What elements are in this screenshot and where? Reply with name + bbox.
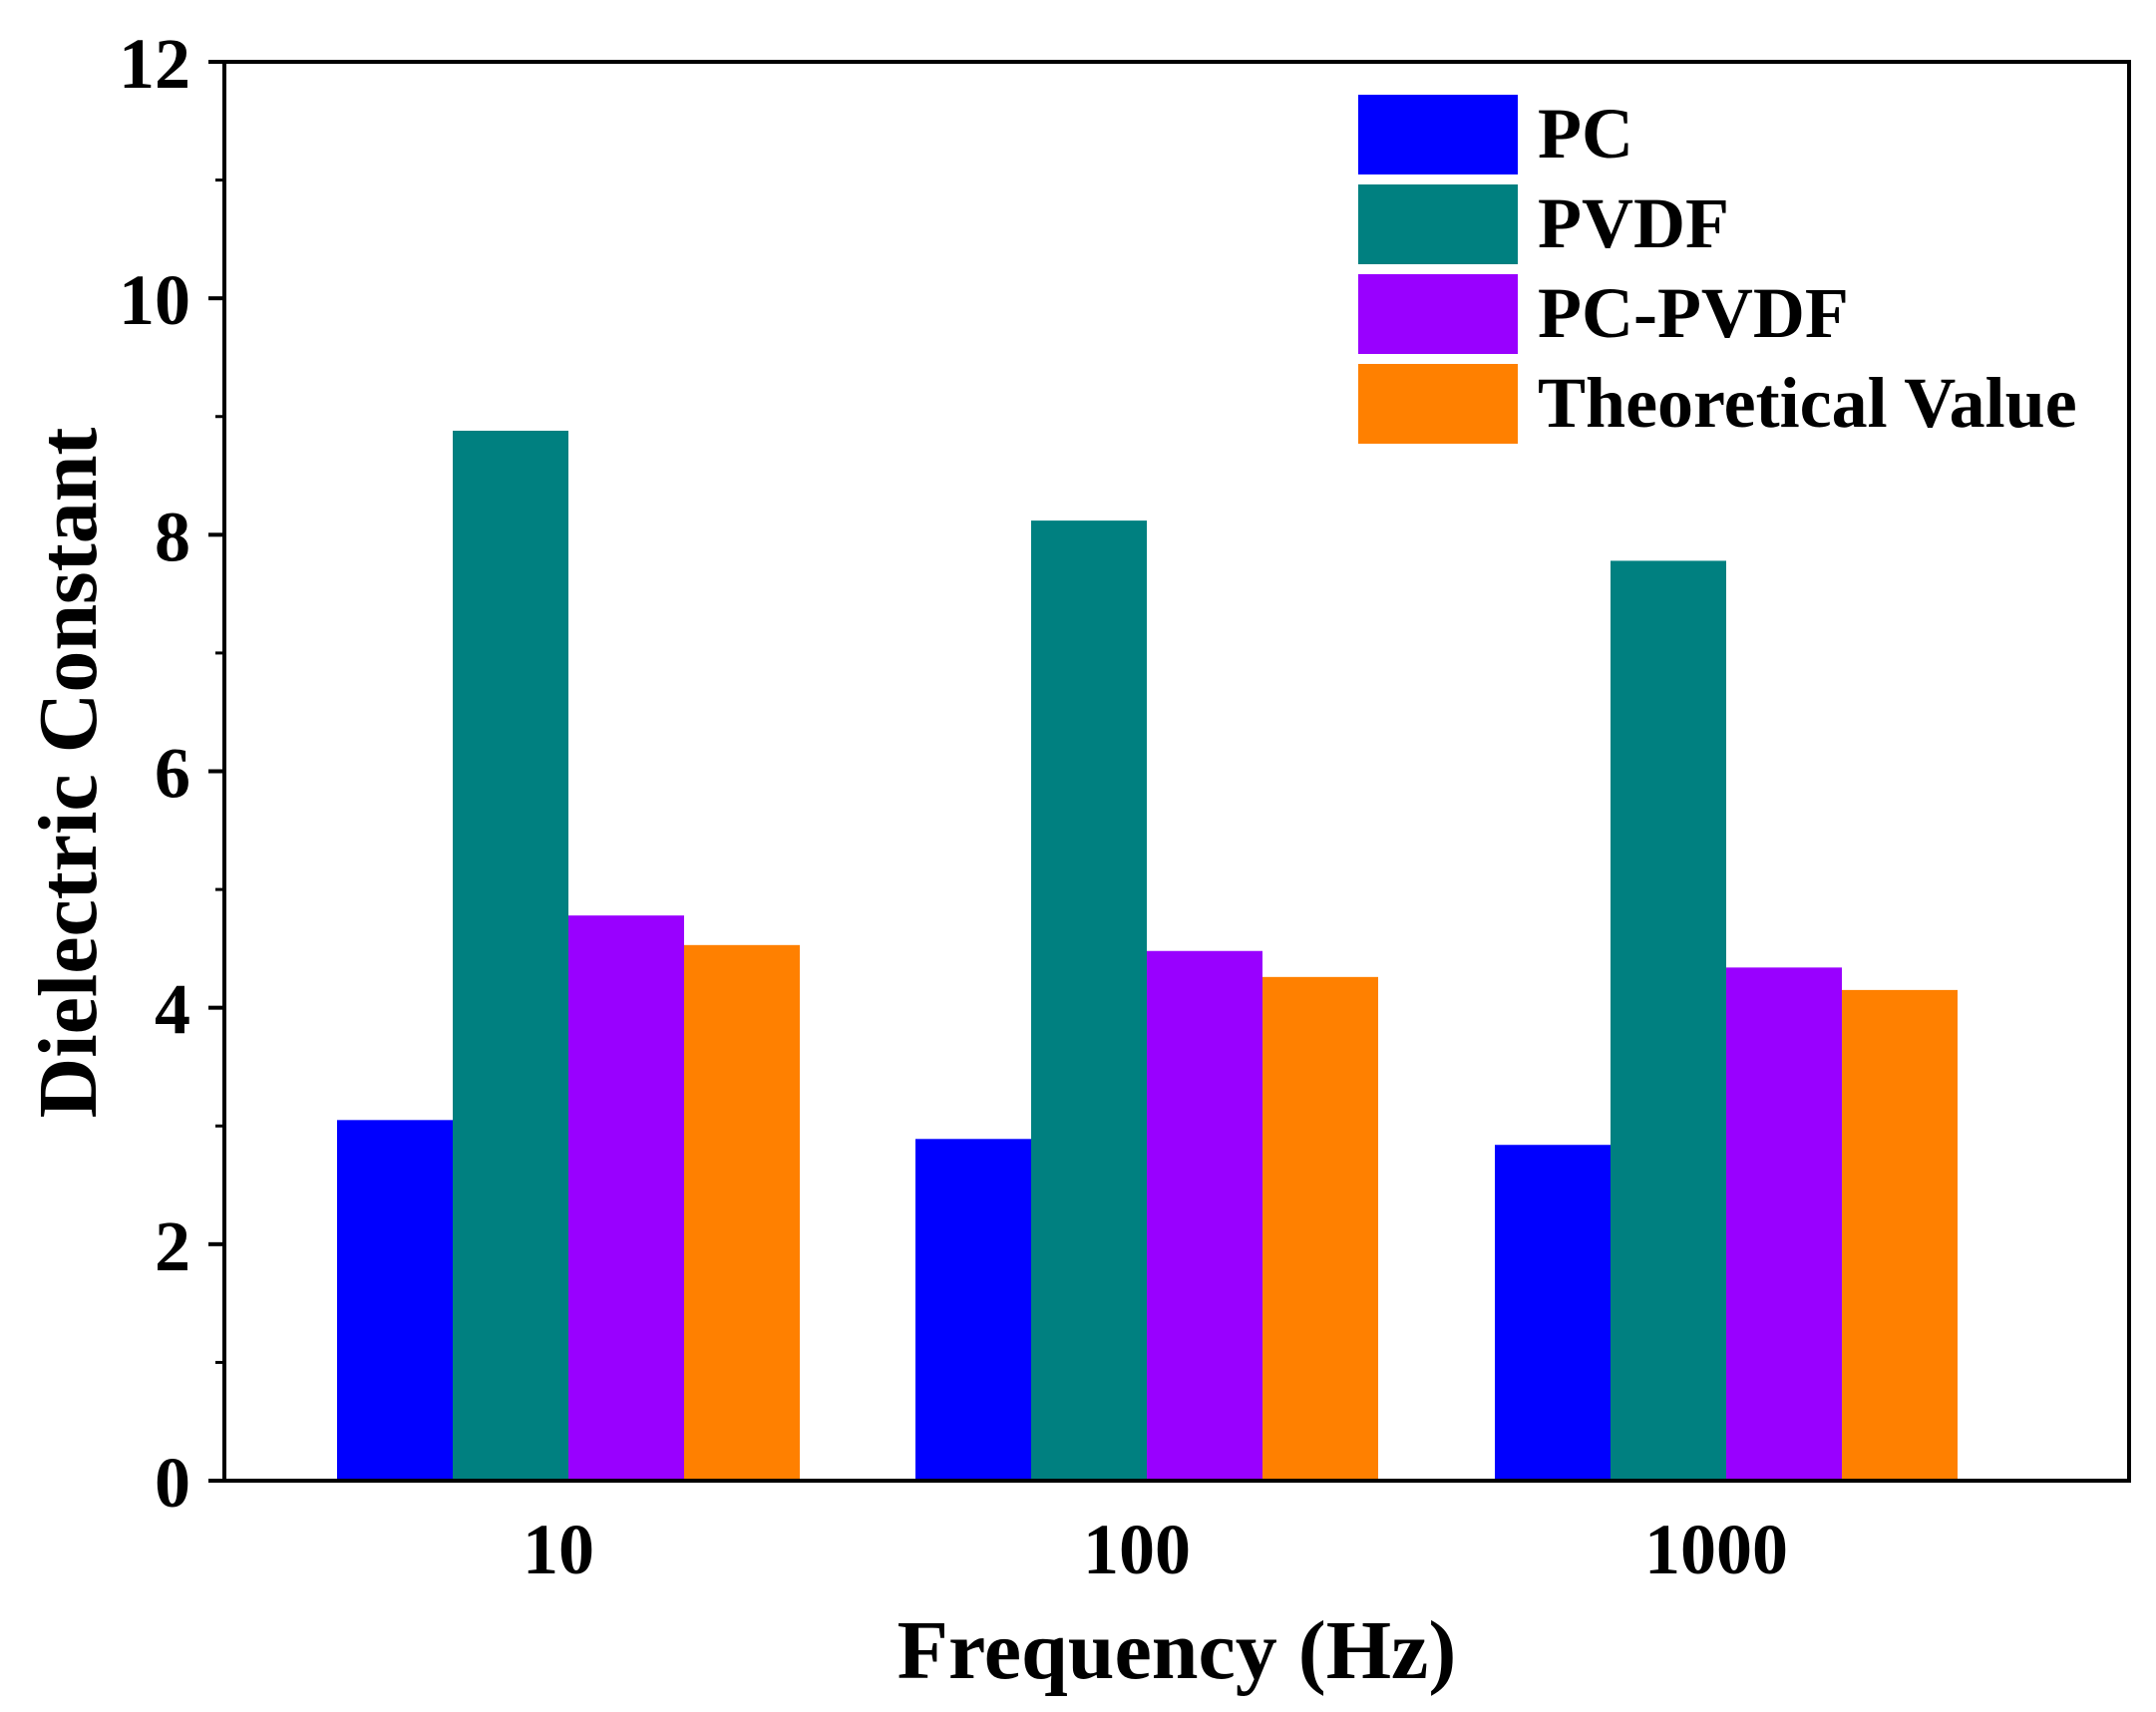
y-tick-label: 6 (155, 734, 190, 814)
x-tick-label-10: 10 (523, 1510, 594, 1589)
bar-theoretical-value-1000 (1842, 989, 1958, 1481)
bar-pvdf-100 (1031, 520, 1147, 1481)
y-tick-label: 8 (155, 497, 190, 576)
bar-pvdf-10 (453, 430, 568, 1482)
y-tick-label: 4 (155, 970, 190, 1050)
x-axis-ticks: 10 100 1000 (523, 1510, 1788, 1589)
bar-pc-10 (337, 1120, 453, 1481)
legend-swatch-pc (1358, 95, 1518, 174)
bar-pc-1000 (1495, 1145, 1611, 1481)
x-tick-label-1000: 1000 (1644, 1510, 1788, 1589)
y-axis-ticks: 0 2 4 6 8 10 12 (119, 24, 224, 1523)
bar-pvdf-1000 (1611, 560, 1726, 1481)
legend-swatch-pvdf (1358, 184, 1518, 264)
legend-label-pc-pvdf: PC-PVDF (1538, 273, 1849, 353)
x-axis-label: Frequency (Hz) (898, 1604, 1457, 1697)
legend: PC PVDF PC-PVDF Theoretical Value (1358, 94, 2077, 444)
bar-pc-100 (915, 1139, 1031, 1481)
legend-swatch-theoretical-value (1358, 364, 1518, 444)
bar-pc-pvdf-10 (568, 915, 684, 1481)
y-axis-label: Dielectric Constant (22, 428, 115, 1119)
y-tick-label: 12 (119, 24, 190, 104)
y-tick-label: 0 (155, 1443, 190, 1523)
legend-label-pc: PC (1538, 94, 1633, 173)
legend-swatch-pc-pvdf (1358, 274, 1518, 354)
plot-frame (222, 60, 2131, 1483)
y-tick-label: 10 (119, 260, 190, 340)
bars-group (337, 430, 1958, 1482)
bar-pc-pvdf-100 (1147, 950, 1262, 1481)
bar-pc-pvdf-1000 (1726, 967, 1842, 1481)
x-tick-label-100: 100 (1083, 1510, 1191, 1589)
bar-theoretical-value-10 (684, 944, 800, 1481)
legend-label-theoretical-value: Theoretical Value (1538, 363, 2077, 443)
y-tick-label: 2 (155, 1206, 190, 1286)
bar-theoretical-value-100 (1262, 976, 1378, 1481)
legend-label-pvdf: PVDF (1538, 183, 1729, 263)
